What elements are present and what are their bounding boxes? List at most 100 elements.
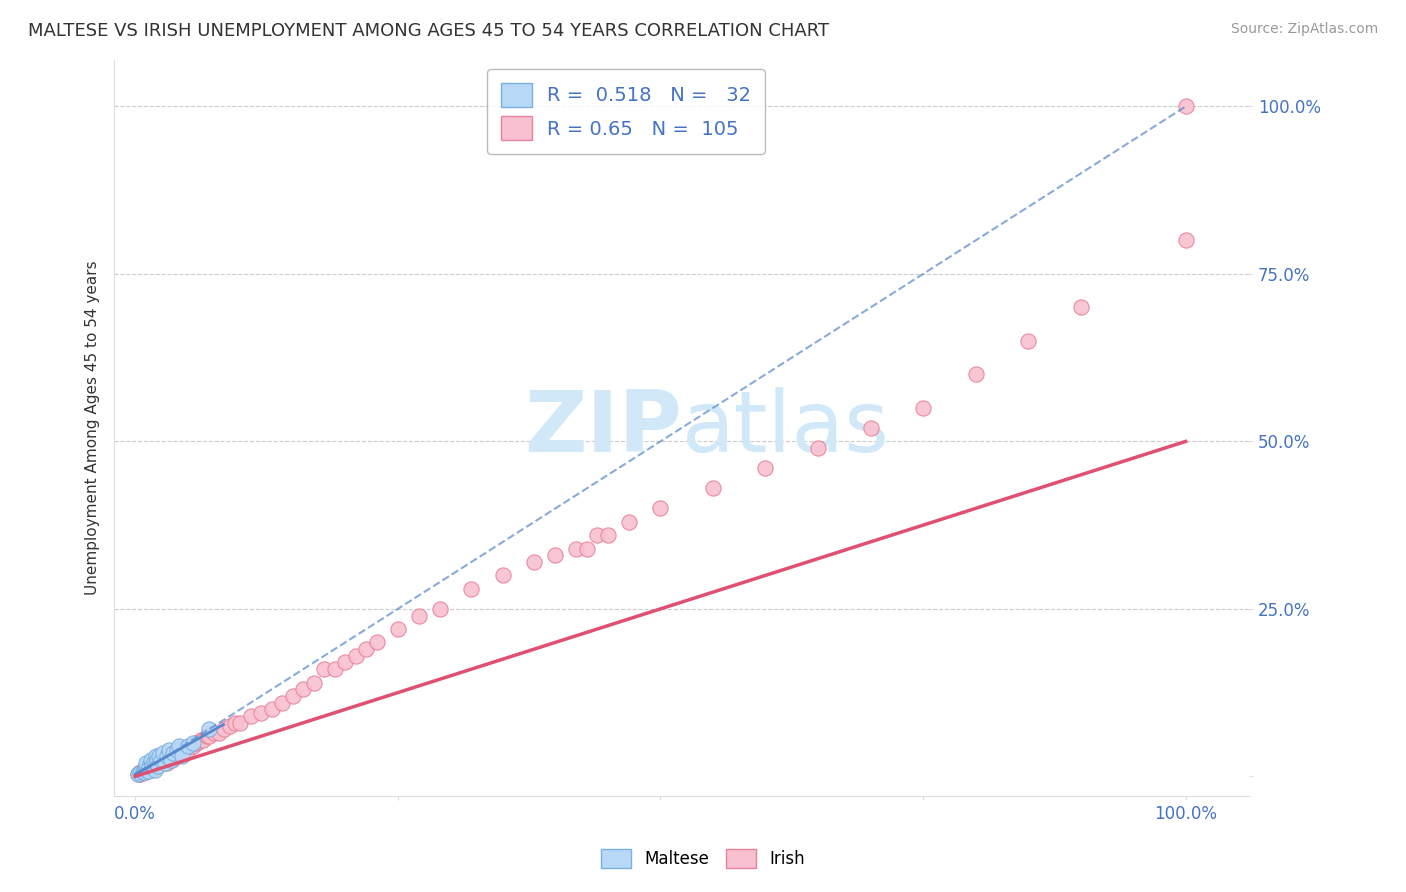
Point bbox=[135, 763, 157, 777]
Point bbox=[596, 528, 619, 542]
Point bbox=[132, 764, 155, 779]
Point bbox=[387, 622, 409, 636]
Point bbox=[160, 753, 183, 767]
Point bbox=[187, 734, 209, 748]
Point bbox=[190, 732, 212, 747]
Point bbox=[314, 662, 336, 676]
Point bbox=[218, 719, 240, 733]
Point bbox=[150, 757, 173, 772]
Point bbox=[139, 763, 162, 777]
Point bbox=[135, 763, 157, 777]
Point bbox=[807, 441, 830, 455]
Point bbox=[650, 501, 672, 516]
Point bbox=[1174, 234, 1197, 248]
Point bbox=[131, 765, 153, 780]
Point bbox=[181, 739, 204, 754]
Point bbox=[302, 675, 325, 690]
Point bbox=[135, 759, 157, 773]
Point bbox=[131, 765, 153, 780]
Point bbox=[575, 541, 598, 556]
Point bbox=[157, 749, 180, 764]
Point bbox=[523, 555, 546, 569]
Point bbox=[148, 757, 170, 772]
Point bbox=[156, 749, 179, 764]
Point bbox=[134, 764, 156, 778]
Point bbox=[139, 753, 162, 767]
Point bbox=[181, 736, 204, 750]
Point bbox=[152, 756, 174, 770]
Point bbox=[197, 729, 219, 743]
Point bbox=[184, 736, 207, 750]
Point bbox=[1017, 334, 1039, 348]
Point bbox=[146, 758, 169, 772]
Point bbox=[135, 765, 157, 780]
Text: Source: ZipAtlas.com: Source: ZipAtlas.com bbox=[1230, 22, 1378, 37]
Point bbox=[1174, 99, 1197, 113]
Point bbox=[143, 757, 166, 772]
Text: MALTESE VS IRISH UNEMPLOYMENT AMONG AGES 45 TO 54 YEARS CORRELATION CHART: MALTESE VS IRISH UNEMPLOYMENT AMONG AGES… bbox=[28, 22, 830, 40]
Point bbox=[141, 759, 163, 773]
Point bbox=[131, 766, 153, 780]
Point bbox=[136, 761, 159, 775]
Point bbox=[135, 756, 157, 770]
Point bbox=[146, 756, 169, 770]
Point bbox=[214, 723, 236, 737]
Point bbox=[153, 756, 176, 770]
Point bbox=[271, 696, 294, 710]
Point bbox=[143, 761, 166, 775]
Point bbox=[138, 762, 160, 776]
Point bbox=[166, 742, 188, 756]
Point bbox=[260, 702, 283, 716]
Text: ZIP: ZIP bbox=[523, 386, 682, 469]
Point bbox=[143, 755, 166, 769]
Point bbox=[148, 759, 170, 773]
Point bbox=[150, 753, 173, 767]
Point bbox=[195, 729, 218, 743]
Point bbox=[159, 750, 181, 764]
Point bbox=[193, 732, 215, 747]
Point bbox=[142, 758, 165, 772]
Point bbox=[197, 723, 219, 737]
Point bbox=[281, 689, 304, 703]
Point bbox=[544, 549, 567, 563]
Point bbox=[179, 739, 201, 754]
Point bbox=[138, 759, 160, 773]
Point bbox=[586, 528, 609, 542]
Point bbox=[129, 766, 152, 780]
Point bbox=[169, 742, 191, 756]
Point bbox=[127, 767, 149, 781]
Point bbox=[173, 741, 195, 756]
Y-axis label: Unemployment Among Ages 45 to 54 years: Unemployment Among Ages 45 to 54 years bbox=[86, 260, 100, 595]
Point bbox=[208, 726, 231, 740]
Point bbox=[143, 759, 166, 773]
Point bbox=[162, 746, 184, 760]
Point bbox=[145, 756, 167, 770]
Point bbox=[155, 755, 177, 769]
Point bbox=[136, 764, 159, 778]
Point bbox=[366, 635, 388, 649]
Point bbox=[152, 746, 174, 760]
Point bbox=[702, 481, 724, 495]
Point bbox=[153, 753, 176, 767]
Point bbox=[224, 715, 246, 730]
Point bbox=[617, 515, 640, 529]
Point bbox=[128, 766, 150, 780]
Point bbox=[911, 401, 934, 415]
Point bbox=[156, 753, 179, 767]
Point bbox=[139, 761, 162, 775]
Point bbox=[143, 763, 166, 777]
Point bbox=[565, 541, 588, 556]
Point bbox=[157, 742, 180, 756]
Point bbox=[335, 656, 357, 670]
Point bbox=[172, 749, 194, 764]
Point bbox=[135, 763, 157, 777]
Point bbox=[859, 421, 882, 435]
Text: atlas: atlas bbox=[682, 386, 890, 469]
Point bbox=[156, 753, 179, 767]
Point bbox=[152, 753, 174, 767]
Point bbox=[1070, 301, 1092, 315]
Point bbox=[139, 759, 162, 773]
Point bbox=[141, 760, 163, 774]
Point bbox=[156, 756, 179, 770]
Point bbox=[136, 764, 159, 778]
